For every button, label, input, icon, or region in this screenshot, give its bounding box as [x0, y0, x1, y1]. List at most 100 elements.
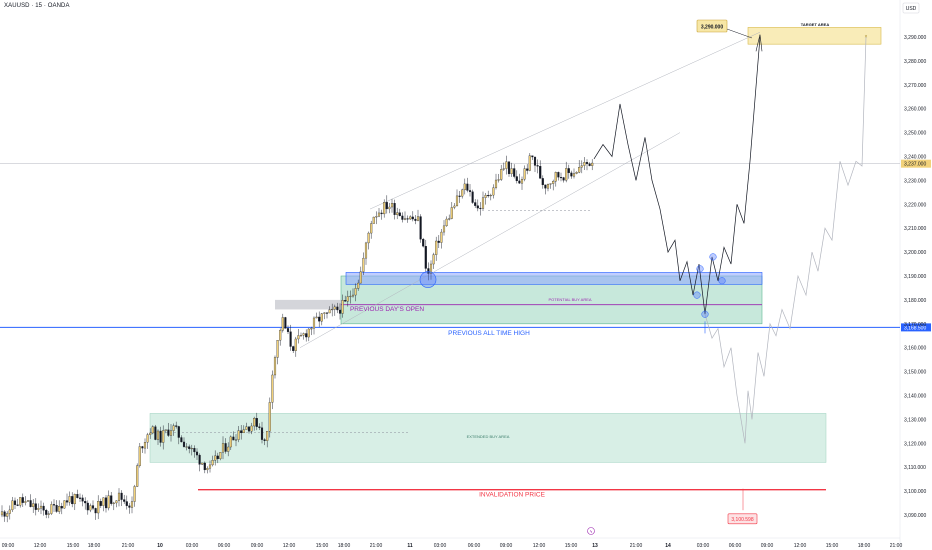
bull-candle [375, 216, 378, 218]
bull-candle [403, 218, 407, 220]
bull-candle [172, 425, 175, 431]
bull-candle [201, 462, 204, 465]
bull-candle [271, 374, 274, 403]
bull-candle [580, 165, 583, 168]
y-tick-label: 3,110.000 [904, 465, 926, 471]
bear-candle [84, 501, 87, 504]
bear-candle [86, 502, 89, 511]
bear-candle [21, 497, 24, 503]
bear-candle [468, 190, 472, 192]
x-tick-label: 10 [157, 543, 163, 549]
bear-candle [286, 328, 290, 332]
ath-price-tag-label: 3,168.500 [904, 325, 926, 331]
bear-candle [406, 218, 409, 220]
bear-candle [531, 155, 534, 158]
bear-candle [305, 333, 308, 338]
target-price-box [696, 19, 728, 33]
bull-candle [146, 434, 149, 443]
bull-candle [388, 206, 391, 210]
bull-candle [341, 300, 344, 314]
bull-candle [242, 429, 245, 434]
x-tick-label: 06:00 [729, 543, 742, 549]
x-tick-label: 21:00 [122, 543, 135, 549]
bear-candle [120, 492, 123, 500]
bull-candle [229, 436, 232, 448]
bull-candle [312, 317, 316, 329]
bull-candle [138, 446, 141, 466]
x-tick-label: 21:00 [370, 543, 383, 549]
blue-demand-band [345, 272, 763, 285]
x-tick-label: 03:00 [697, 543, 710, 549]
bull-candle [149, 432, 152, 435]
lightning-icon [587, 527, 595, 535]
bear-candle [544, 184, 547, 189]
bull-candle [492, 187, 495, 196]
bear-candle [385, 202, 388, 210]
bear-candle [562, 177, 565, 181]
bear-candle [570, 172, 573, 177]
bear-candle [318, 316, 321, 322]
bear-candle [474, 202, 477, 206]
x-tick-label: 06:00 [468, 543, 481, 549]
bear-candle [232, 436, 235, 441]
bull-candle [6, 513, 9, 517]
bear-candle [541, 178, 544, 186]
x-tick-label: 13 [592, 543, 598, 549]
price-axis-panel[interactable] [900, 0, 932, 550]
bear-candle [104, 497, 108, 509]
y-tick-label: 3,220.000 [904, 202, 926, 208]
bear-candle [588, 163, 591, 166]
bull-candle [310, 328, 313, 330]
x-tick-label: 06:00 [218, 543, 231, 549]
bull-candle [268, 402, 271, 432]
previous-days-open-label: PREVIOUS DAY'S OPEN [350, 306, 424, 313]
bull-candle [367, 232, 370, 244]
bull-candle [390, 203, 394, 208]
bear-candle [284, 317, 287, 329]
bear-candle [60, 506, 63, 509]
bear-candle [526, 168, 529, 171]
reaction-marker [693, 291, 701, 299]
zones-layer [0, 27, 900, 491]
invalidation-label: INVALIDATION PRICE [479, 491, 546, 498]
bear-candle [507, 161, 511, 175]
bear-candle [398, 212, 401, 217]
bear-candle [125, 501, 128, 506]
bull-candle [448, 218, 451, 220]
bull-candle [523, 168, 526, 180]
bull-candle [578, 167, 581, 173]
bear-candle [45, 510, 48, 515]
bear-candle [193, 448, 196, 453]
bull-candle [554, 172, 557, 182]
bear-candle [567, 168, 570, 174]
bear-candle [177, 426, 180, 438]
bull-candle [107, 495, 110, 509]
bear-candle [141, 446, 144, 449]
bull-candle [39, 505, 43, 509]
bear-candle [71, 496, 74, 505]
bear-candle [52, 504, 56, 506]
bull-candle [102, 497, 105, 506]
y-tick-label: 3,210.000 [904, 226, 926, 232]
bear-candle [411, 216, 414, 220]
bear-candle [419, 216, 422, 240]
bull-candle [68, 496, 71, 503]
bull-candle [481, 197, 485, 209]
currency-button[interactable] [902, 2, 920, 14]
bear-candle [533, 156, 537, 166]
bear-candle [81, 497, 84, 502]
invalidation-price-value: 3,100.598 [731, 517, 753, 523]
upper-channel-line [369, 31, 761, 210]
bear-candle [513, 168, 516, 177]
x-tick-label: 18:00 [88, 543, 101, 549]
x-tick-label: 15:00 [316, 543, 329, 549]
bull-candle [445, 218, 448, 227]
bull-candle [432, 254, 435, 265]
target-area-zone [747, 27, 882, 45]
x-tick-label: 12:00 [34, 543, 47, 549]
bull-candle [502, 168, 505, 170]
bull-candle [320, 313, 323, 322]
bull-candle [333, 306, 336, 310]
bull-candle [227, 446, 230, 452]
